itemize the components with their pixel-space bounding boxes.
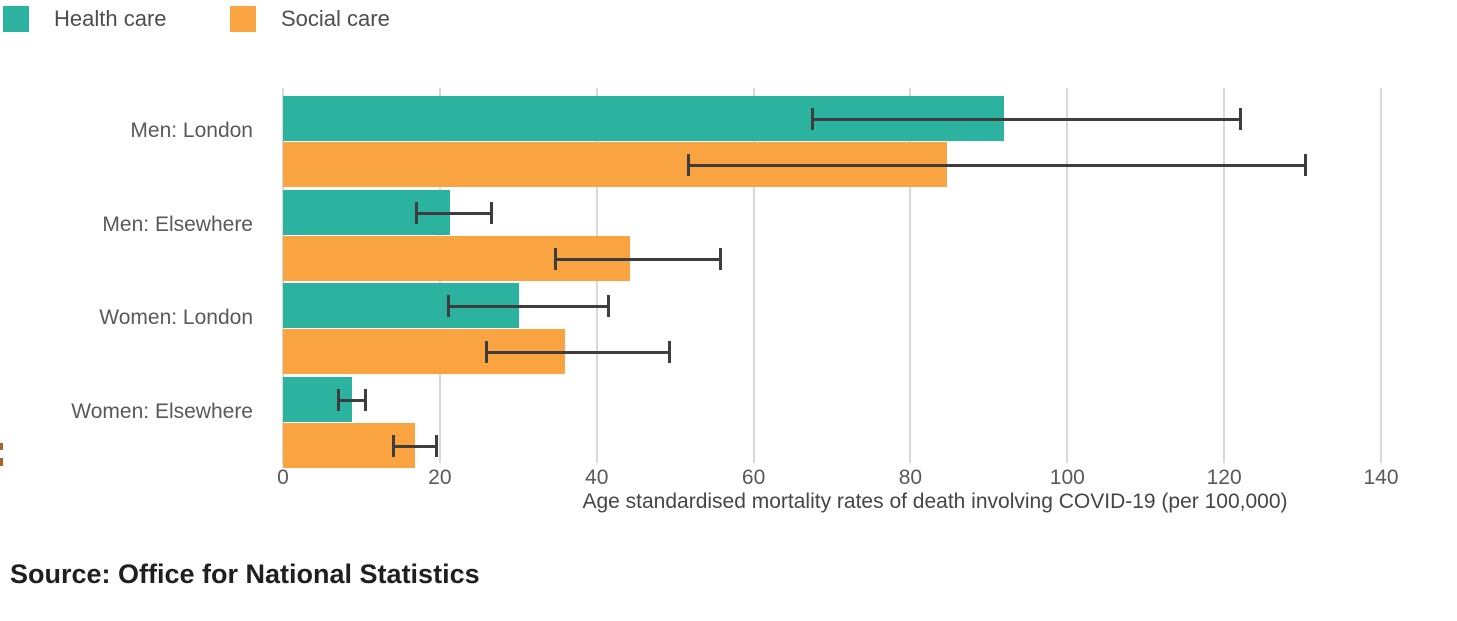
source-caption: Source: Office for National Statistics (10, 559, 480, 589)
gridline (1066, 88, 1069, 463)
x-tick-label: 0 (277, 466, 289, 489)
legend-label: Social care (281, 6, 390, 31)
error-bar-cap (686, 154, 690, 176)
error-bar-cap (811, 108, 815, 130)
x-tick-label: 120 (1206, 466, 1242, 489)
error-bar-cap (607, 295, 611, 318)
error-bar-cap (485, 341, 489, 364)
error-bar-cap (364, 389, 368, 412)
x-tick-label: 140 (1363, 466, 1399, 489)
left-edge-clipped-artifact (0, 458, 3, 466)
error-bar-cap (1239, 108, 1243, 130)
gridline (752, 88, 755, 463)
x-tick-label: 80 (898, 466, 923, 489)
error-bar-cap (719, 247, 723, 270)
legend-item-social-care: Social care (230, 6, 390, 32)
gridline (1223, 88, 1226, 463)
error-bar (687, 164, 1306, 167)
health-care-swatch-icon (3, 6, 29, 32)
error-bar-cap (414, 201, 418, 224)
error-bar (415, 211, 492, 215)
x-tick-label: 60 (741, 466, 766, 489)
error-bar-cap (554, 247, 558, 270)
left-edge-clipped-artifact (0, 443, 3, 450)
gridline (909, 88, 912, 463)
error-bar-cap (391, 435, 395, 458)
error-bar (812, 118, 1242, 121)
legend: Health care Social care (0, 0, 1457, 46)
error-bar-cap (1303, 154, 1307, 176)
x-tick-label: 20 (428, 466, 452, 489)
error-bar (337, 399, 367, 403)
social-care-swatch-icon (230, 6, 256, 32)
error-bar-cap (667, 341, 671, 364)
category-label: Men: London (130, 119, 253, 142)
error-bar (486, 351, 670, 355)
x-axis-title: Age standardised mortality rates of deat… (582, 490, 1288, 513)
category-label: Women: London (99, 306, 253, 330)
error-bar-cap (447, 295, 451, 318)
category-label: Men: Elsewhere (102, 212, 253, 236)
error-bar (448, 305, 610, 309)
error-bar-cap (489, 201, 493, 224)
legend-item-health-care: Health care (3, 6, 167, 32)
x-tick-label: 40 (585, 466, 609, 489)
x-tick-label: 100 (1049, 466, 1085, 489)
error-bar-cap (336, 389, 340, 412)
error-bar (392, 445, 437, 449)
gridline (1380, 88, 1383, 463)
error-bar (555, 257, 722, 261)
error-bar-cap (434, 435, 438, 458)
category-label: Women: Elsewhere (71, 400, 253, 424)
legend-label: Health care (54, 6, 167, 31)
